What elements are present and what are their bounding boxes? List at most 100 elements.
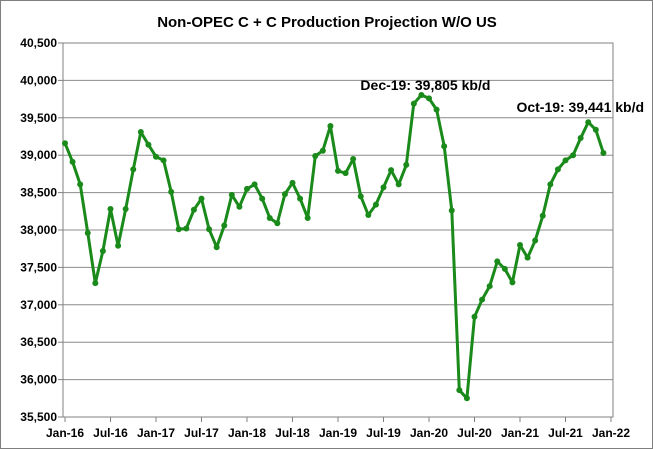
data-point <box>213 244 220 251</box>
x-tick-label: Jul-21 <box>548 426 583 440</box>
data-point <box>410 100 417 107</box>
data-point <box>532 237 539 244</box>
y-tick-label: 37,000 <box>20 298 57 312</box>
data-point <box>524 254 531 261</box>
data-point <box>251 181 258 188</box>
data-point <box>175 226 182 233</box>
annotation-oct-19: Oct-19: 39,441 kb/d <box>516 99 644 115</box>
data-point <box>509 279 516 286</box>
y-tick-label: 38,000 <box>20 223 57 237</box>
data-point <box>77 181 84 188</box>
data-point <box>206 226 213 233</box>
data-point <box>319 147 326 154</box>
data-point <box>62 140 68 147</box>
data-point <box>471 313 478 320</box>
data-point <box>388 167 395 174</box>
data-point <box>570 152 577 159</box>
x-tick-label: Jan-19 <box>319 426 357 440</box>
data-point <box>190 206 197 213</box>
data-point <box>266 215 273 222</box>
data-point <box>357 193 364 200</box>
data-point <box>69 158 76 165</box>
data-point <box>433 106 440 113</box>
data-point <box>380 184 387 191</box>
data-point <box>403 161 410 168</box>
data-point <box>448 207 455 214</box>
data-point <box>479 296 486 303</box>
x-tick-label: Jan-22 <box>592 426 630 440</box>
data-point <box>228 191 235 198</box>
x-tick-label: Jan-17 <box>137 426 175 440</box>
data-point <box>153 153 159 160</box>
y-tick-label: 36,000 <box>20 373 57 387</box>
y-tick-label: 35,500 <box>20 410 57 424</box>
data-point <box>145 141 152 148</box>
y-tick-label: 39,000 <box>20 148 57 162</box>
data-point <box>327 123 334 130</box>
x-tick-label: Jul-18 <box>275 426 310 440</box>
data-point <box>304 215 311 222</box>
y-axis: 35,500 36,000 36,500 37,000 37,500 38,000 38,5… <box>20 36 63 424</box>
data-point <box>342 170 349 177</box>
data-point <box>562 157 569 164</box>
data-point <box>577 134 584 141</box>
y-tick-label: 37,500 <box>20 260 57 274</box>
data-point <box>281 191 288 198</box>
data-point <box>372 201 379 208</box>
data-point <box>183 225 190 232</box>
series-production <box>62 91 607 402</box>
y-tick-label: 39,500 <box>20 111 57 125</box>
data-point <box>517 241 523 248</box>
data-point <box>456 387 463 394</box>
x-tick-label: Jul-16 <box>93 426 128 440</box>
y-tick-label: 38,500 <box>20 186 57 200</box>
data-point <box>350 155 357 162</box>
data-point <box>494 258 501 265</box>
data-point <box>592 126 599 133</box>
data-point <box>501 265 508 272</box>
data-point <box>244 185 250 192</box>
data-point <box>335 167 341 174</box>
data-point <box>547 181 554 188</box>
data-point <box>160 157 167 164</box>
x-tick-label: Jul-17 <box>184 426 219 440</box>
data-point <box>395 181 402 188</box>
x-axis: Jan-16 Jul-16 Jan-17 Jul-17 Jan-18 Jul-18 Jan-… <box>46 417 630 440</box>
data-point <box>585 119 592 126</box>
x-tick-label: Jan-16 <box>46 426 84 440</box>
data-point <box>539 212 546 219</box>
series-line <box>63 93 605 400</box>
data-point <box>463 395 470 402</box>
x-tick-label: Jul-19 <box>366 426 401 440</box>
x-tick-label: Jan-21 <box>501 426 539 440</box>
data-point <box>99 247 106 254</box>
data-point <box>137 129 144 136</box>
y-tick-label: 40,500 <box>20 36 57 50</box>
data-point <box>600 149 607 156</box>
data-point <box>92 280 99 287</box>
data-point <box>84 229 91 236</box>
x-tick-label: Jul-20 <box>457 426 492 440</box>
data-point <box>274 220 281 227</box>
chart-title: Non-OPEC C + C Production Projection W/O… <box>157 14 497 31</box>
data-point <box>441 143 448 150</box>
data-point <box>365 212 372 219</box>
data-point <box>418 91 425 98</box>
x-tick-label: Jan-20 <box>410 426 448 440</box>
data-point <box>107 206 114 213</box>
annotation-dec-19: Dec-19: 39,805 kb/d <box>360 77 490 93</box>
data-point <box>236 203 243 210</box>
data-point <box>312 152 319 159</box>
data-point <box>130 166 137 173</box>
data-point <box>297 195 304 202</box>
data-point <box>221 222 228 229</box>
data-point <box>554 166 561 173</box>
data-point <box>426 95 432 102</box>
data-point <box>486 283 493 290</box>
y-tick-label: 36,500 <box>20 335 57 349</box>
x-tick-label: Jan-18 <box>228 426 266 440</box>
gridlines <box>63 79 613 381</box>
data-point <box>115 242 122 249</box>
